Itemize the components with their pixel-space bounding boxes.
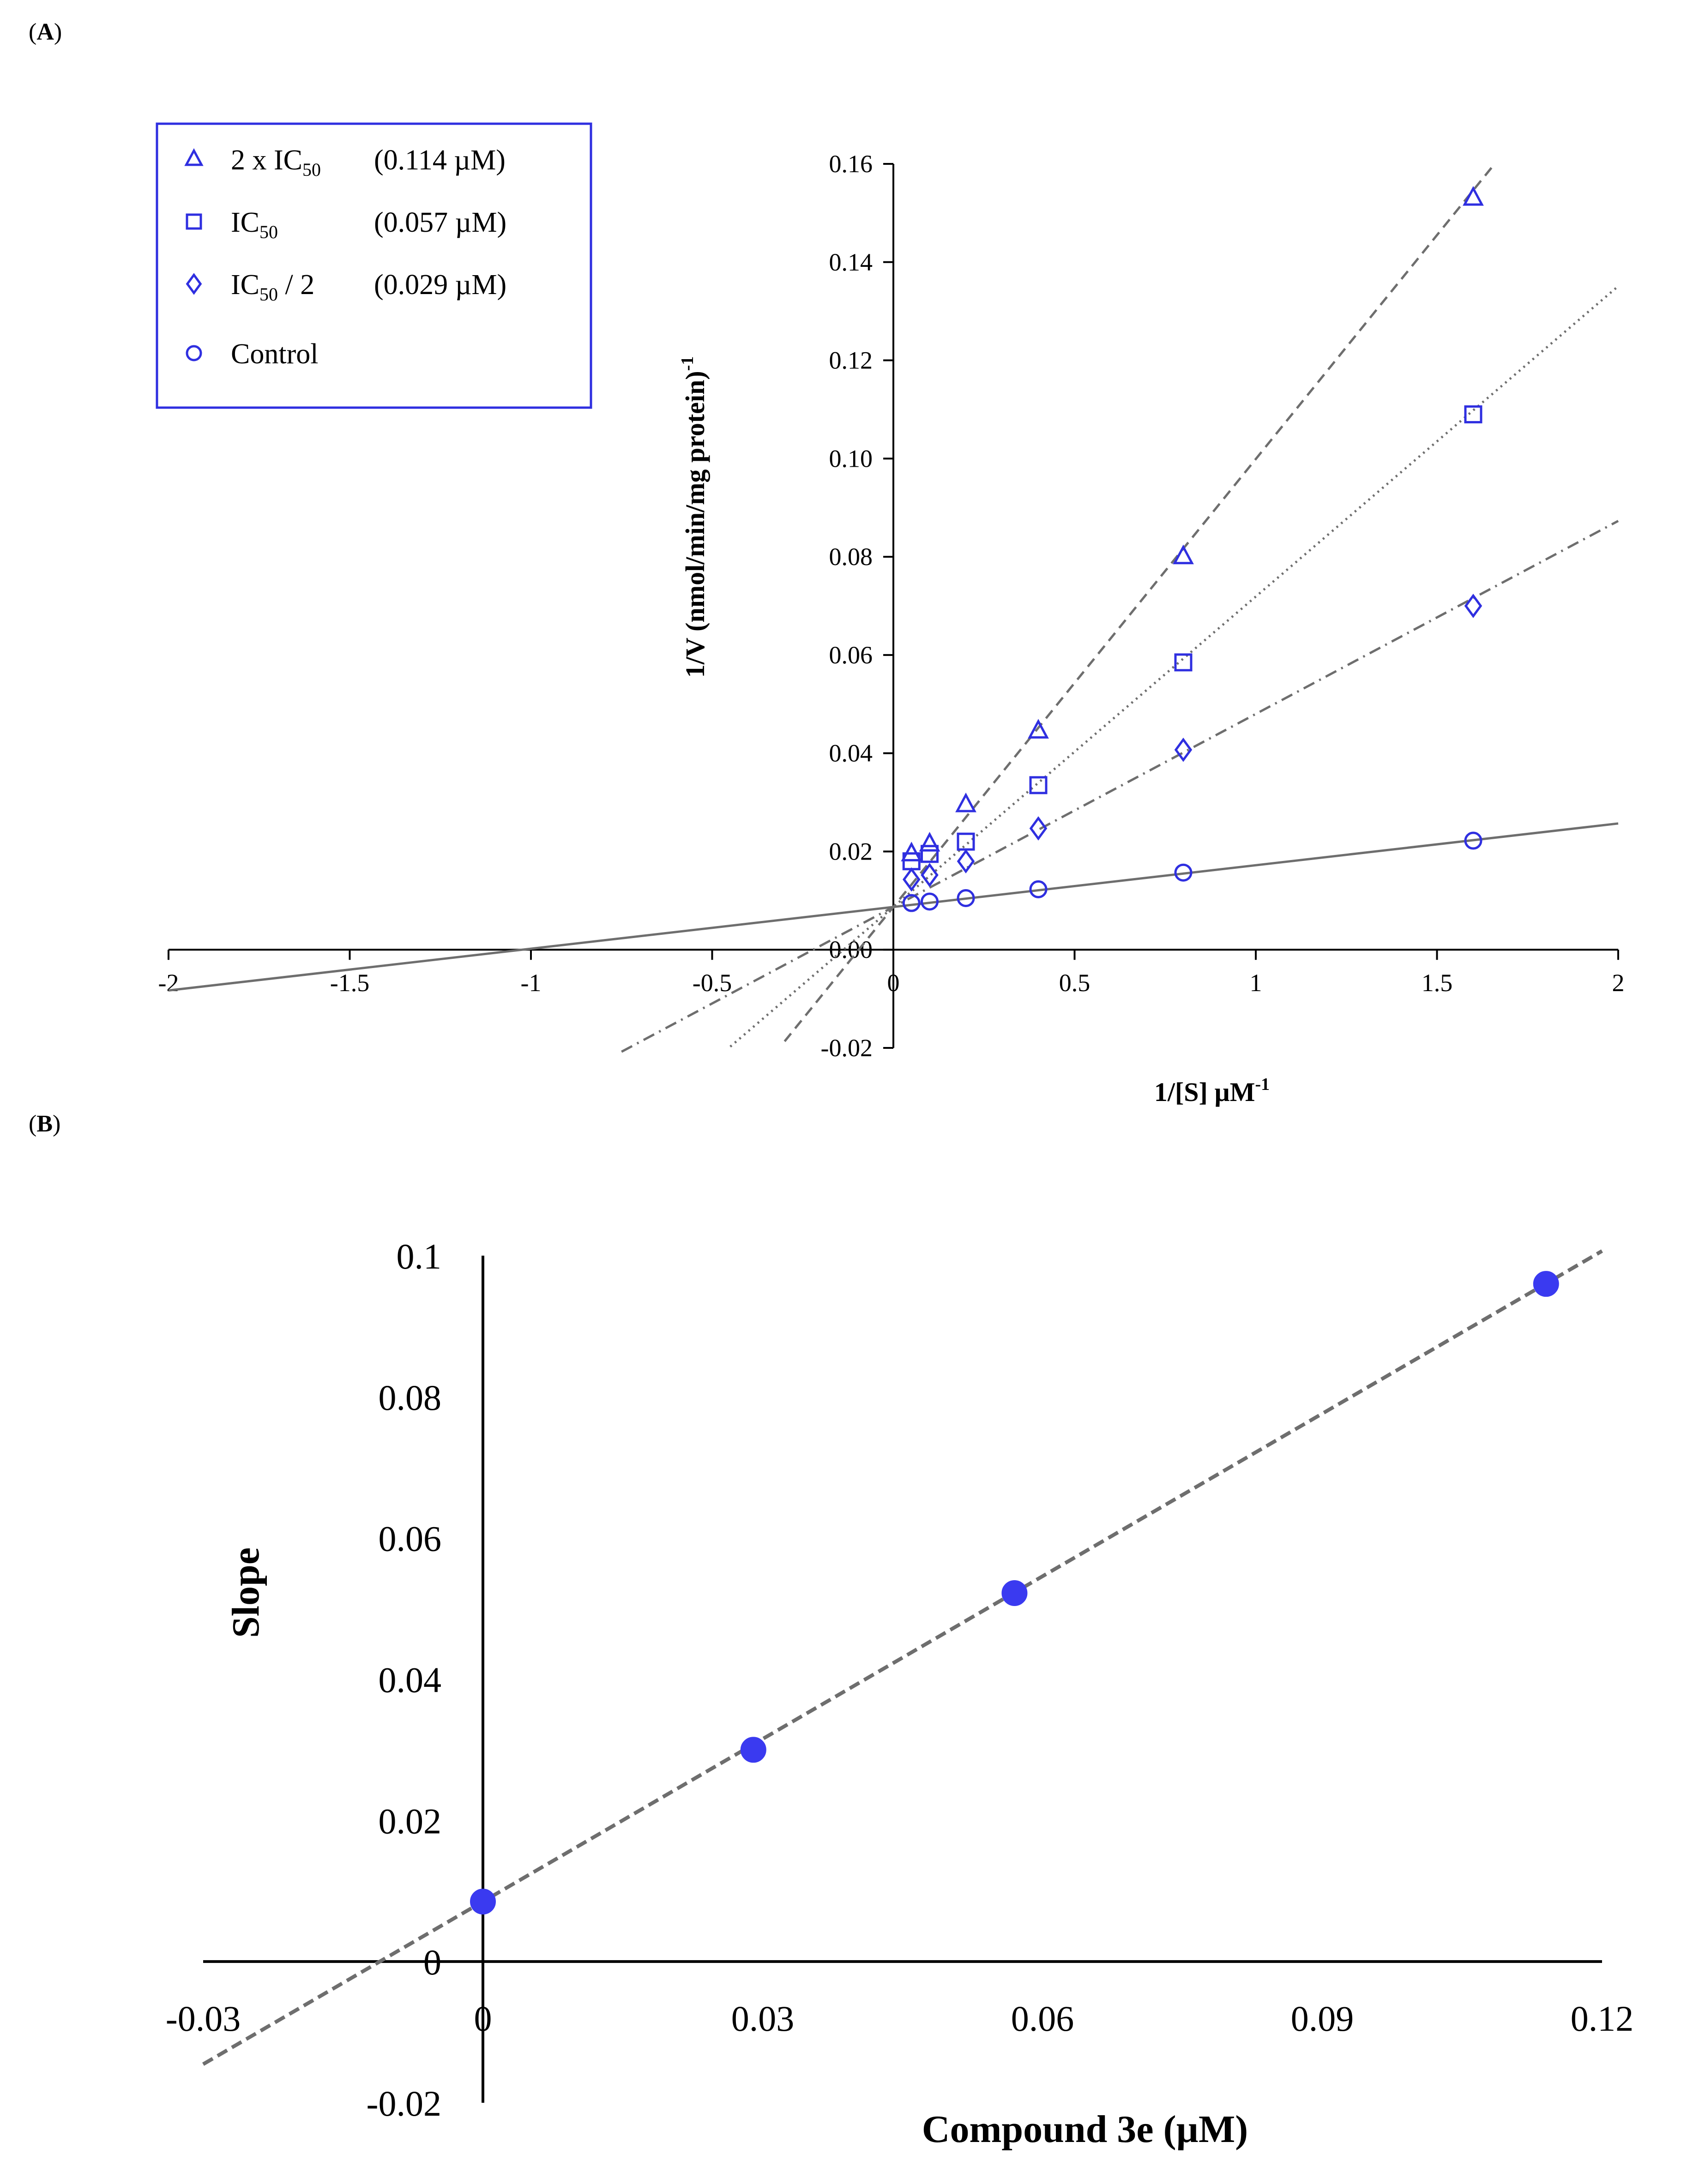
a-point-square xyxy=(921,845,939,863)
a-point-diamond xyxy=(1029,816,1048,841)
a-series-diamond xyxy=(621,520,1619,1053)
b-x-tick-label: 0 xyxy=(474,1998,492,2039)
a-legend-marker-circle xyxy=(186,345,202,361)
b-y-tick-label: 0.02 xyxy=(379,1801,442,1841)
a-x-tick-label: 0 xyxy=(887,969,900,997)
a-legend-label: Control xyxy=(231,338,318,370)
b-x-tick-label: -0.03 xyxy=(166,1998,241,2039)
b-y-tick-label: 0.06 xyxy=(379,1519,442,1559)
a-point-circle xyxy=(1174,863,1193,882)
a-legend-marker-triangle xyxy=(184,148,204,166)
a-x-tick-label: -1.5 xyxy=(330,969,369,997)
a-fit-line-circle xyxy=(168,822,1619,992)
a-y-tick-label: 0.06 xyxy=(829,641,873,669)
panel-b-label: (B) xyxy=(29,1111,61,1137)
a-y-tick-label: 0.02 xyxy=(829,837,873,865)
a-legend-label-sub: 50 xyxy=(302,159,321,180)
a-legend-label: 2 x IC50 xyxy=(231,144,321,180)
a-point-triangle xyxy=(1463,186,1484,206)
a-y-tick-label: -0.02 xyxy=(821,1034,873,1062)
a-x-tick-label: 1.5 xyxy=(1422,969,1453,997)
a-point-diamond xyxy=(1464,594,1482,618)
panel-b-letter: B xyxy=(36,1111,53,1137)
a-y-tick-label: 0.04 xyxy=(829,740,873,767)
a-point-square xyxy=(1029,776,1048,794)
a-legend-label-sub: 50 xyxy=(259,284,278,305)
b-x-tick-label: 0.06 xyxy=(1011,1998,1074,2039)
b-y-tick-label: 0.04 xyxy=(379,1660,442,1700)
a-legend-marker-diamond xyxy=(186,273,202,295)
a-point-triangle xyxy=(919,831,940,852)
a-legend-conc: (0.057 µM) xyxy=(374,207,506,238)
b-fit-line xyxy=(202,1249,1603,2066)
a-y-axis-title-sup: -1 xyxy=(678,356,697,371)
a-point-circle xyxy=(902,894,921,912)
b-y-tick-label: 0.1 xyxy=(397,1236,442,1276)
b-y-tick-label: 0 xyxy=(423,1942,441,1982)
a-legend-marker-square xyxy=(186,213,202,230)
a-x-tick-label: -2 xyxy=(158,969,179,997)
b-point xyxy=(1533,1271,1559,1297)
a-fit-line-diamond xyxy=(621,520,1619,1053)
a-y-tick-label: 0.14 xyxy=(829,248,873,276)
a-x-axis-title: 1/[S] µM-1 xyxy=(1154,1075,1270,1107)
a-legend-label-sub: 50 xyxy=(259,222,278,242)
b-point xyxy=(470,1889,496,1915)
a-point-triangle xyxy=(1173,544,1194,565)
a-point-circle xyxy=(1464,831,1482,850)
a-point-diamond xyxy=(921,863,939,887)
b-x-axis-title: Compound 3e (µM) xyxy=(922,2108,1248,2151)
a-x-tick-label: -0.5 xyxy=(693,969,732,997)
b-x-tick-label: 0.09 xyxy=(1291,1998,1354,2039)
a-point-circle xyxy=(1029,880,1048,898)
chart-b: -0.03 0 0.03 0.06 0.09 0.12 -0.02 0 0.02 0.04 0.06… xyxy=(166,1236,1633,2151)
a-y-tick-label: 0.08 xyxy=(829,543,873,571)
b-x-tick-label: 0.12 xyxy=(1571,1998,1634,2039)
a-fit-line-triangle xyxy=(783,162,1496,1042)
b-point xyxy=(740,1737,766,1763)
a-series-triangle xyxy=(783,162,1496,1042)
a-y-tick-label: 0.12 xyxy=(829,347,873,374)
a-legend-conc: (0.029 µM) xyxy=(374,269,506,301)
b-point xyxy=(1001,1580,1028,1606)
a-point-square xyxy=(1174,653,1193,672)
a-series-circle xyxy=(168,822,1619,992)
a-point-diamond xyxy=(903,867,921,892)
b-y-axis-title: Slope xyxy=(224,1547,267,1638)
a-legend-label-after: / 2 xyxy=(278,269,314,301)
a-legend-box xyxy=(156,122,592,409)
a-point-triangle xyxy=(1028,719,1049,739)
a-point-triangle xyxy=(955,792,976,812)
panel-a-letter: A xyxy=(36,19,54,45)
a-legend: 2 x IC50 (0.114 µM)IC50 (0.057 µM)IC50 / 2… xyxy=(156,122,592,409)
panel-a-label: (A) xyxy=(29,19,62,45)
a-x-tick-label: -1 xyxy=(521,969,542,997)
a-point-circle xyxy=(957,889,975,908)
a-legend-conc: (0.114 µM) xyxy=(374,144,506,176)
a-y-axis-title: 1/V (nmol/min/mg protein)-1 xyxy=(678,356,710,678)
a-x-tick-label: 2 xyxy=(1612,969,1625,997)
a-point-diamond xyxy=(1174,737,1193,762)
chart-a: -2 -1.5 -1 -0.5 0 0.5 1 1.5 2-0.020.000.020.040.… xyxy=(156,122,1625,1107)
a-x-tick-label: 1 xyxy=(1250,969,1262,997)
b-x-tick-label: 0.03 xyxy=(731,1998,795,2039)
a-point-circle xyxy=(921,892,939,911)
b-y-tick-label: -0.02 xyxy=(367,2083,441,2124)
b-y-tick-label: 0.08 xyxy=(379,1378,442,1418)
a-y-tick-label: 0.10 xyxy=(829,445,873,472)
a-point-triangle xyxy=(901,842,922,861)
a-y-tick-label: 0.16 xyxy=(829,150,873,178)
a-point-square xyxy=(957,832,975,851)
a-x-axis-title-sup: -1 xyxy=(1255,1075,1270,1094)
a-point-square xyxy=(1464,405,1482,424)
a-x-tick-label: 0.5 xyxy=(1059,969,1090,997)
a-point-diamond xyxy=(957,849,975,874)
